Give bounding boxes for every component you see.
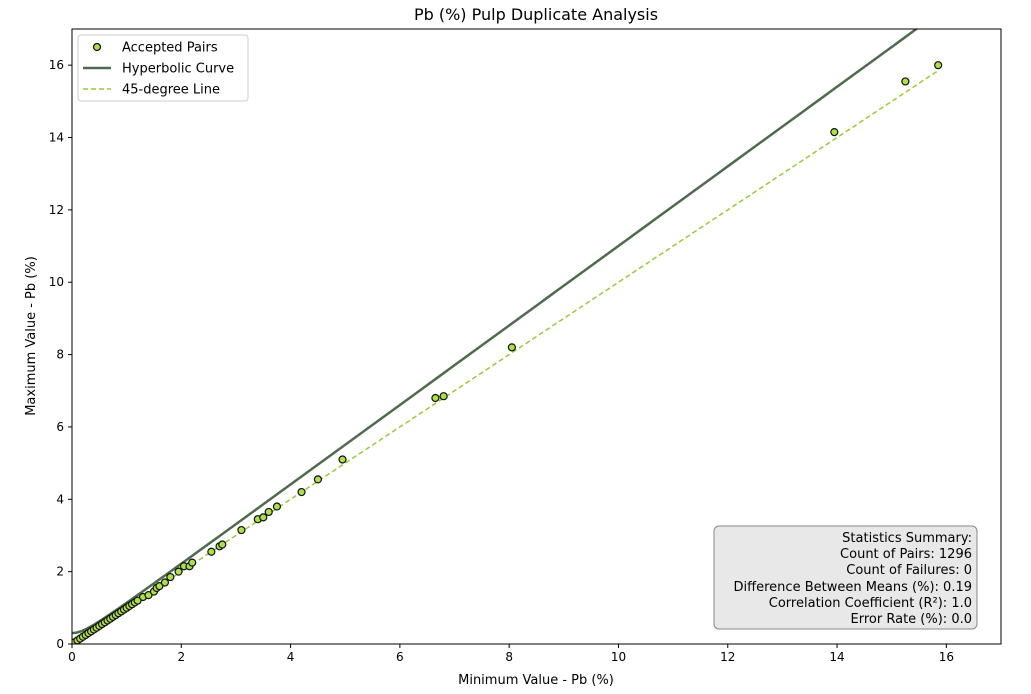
x-tick-label: 16 [939,650,954,664]
y-axis-ticks: 0 2 4 6 8 10 12 14 16 [49,58,72,651]
data-point [166,572,175,582]
x-tick-label: 6 [396,650,404,664]
data-point [313,475,323,484]
data-point [155,582,164,591]
stats-count-of-pairs: Count of Pairs: 1296 [840,547,972,562]
data-point [133,596,142,605]
stats-count-of-failures: Count of Failures: 0 [846,563,972,578]
data-point [174,567,183,576]
legend: Accepted Pairs Hyperbolic Curve 45-degre… [77,34,249,102]
x-tick-label: 4 [287,650,295,664]
data-point [144,591,153,600]
data-point [338,455,347,464]
data-point [830,128,839,137]
stats-title: Statistics Summary: [842,531,972,546]
x-tick-label: 8 [505,650,513,664]
stats-box-background [713,525,978,630]
y-tick-label: 8 [56,348,64,362]
legend-label-hyperbolic-curve: Hyperbolic Curve [122,62,234,77]
plot-area [72,29,943,644]
data-point [264,507,273,517]
data-point [297,487,306,497]
x-tick-label: 10 [611,650,626,664]
y-axis-label: Maximum Value - Pb (%) [24,256,39,416]
x-axis-ticks: 0 2 4 6 8 10 12 14 16 [68,644,954,664]
data-point [934,61,943,70]
hyperbolic-curve-line [72,29,919,635]
x-tick-label: 14 [829,650,844,664]
data-point [439,392,448,401]
chart-title: Pb (%) Pulp Duplicate Analysis [414,5,658,24]
stats-box: Statistics Summary: Count of Pairs: 1296… [713,525,978,630]
y-tick-label: 14 [49,131,64,145]
stats-error-rate: Error Rate (%): 0.0 [851,612,972,627]
y-tick-label: 6 [56,420,64,434]
data-point [207,547,216,556]
stats-correlation-coefficient: Correlation Coefficient (R²): 1.0 [769,596,972,611]
y-tick-label: 0 [56,637,64,651]
legend-label-accepted-pairs: Accepted Pairs [122,41,218,56]
diagonal-45-degree-line [72,69,939,644]
legend-marker-icon [92,42,102,52]
data-point [188,558,197,567]
data-point [259,513,268,522]
x-tick-label: 0 [68,650,76,664]
data-point [237,525,246,535]
data-point [272,502,282,511]
legend-label-45-degree-line: 45-degree Line [122,83,220,98]
data-point [431,393,440,403]
y-tick-label: 12 [49,203,64,217]
x-tick-label: 2 [177,650,185,664]
axes-frame [71,28,1002,645]
x-tick-label: 12 [720,650,735,664]
data-point [160,578,169,587]
y-tick-label: 4 [56,492,64,506]
y-tick-label: 10 [49,275,64,289]
data-point [901,77,910,86]
y-tick-label: 2 [56,565,64,579]
legend-box [77,34,249,102]
x-axis-label: Minimum Value - Pb (%) [458,673,614,688]
data-point [507,343,517,352]
stats-difference-between-means: Difference Between Means (%): 0.19 [734,580,972,595]
data-point [218,540,227,549]
y-tick-label: 16 [49,58,64,72]
